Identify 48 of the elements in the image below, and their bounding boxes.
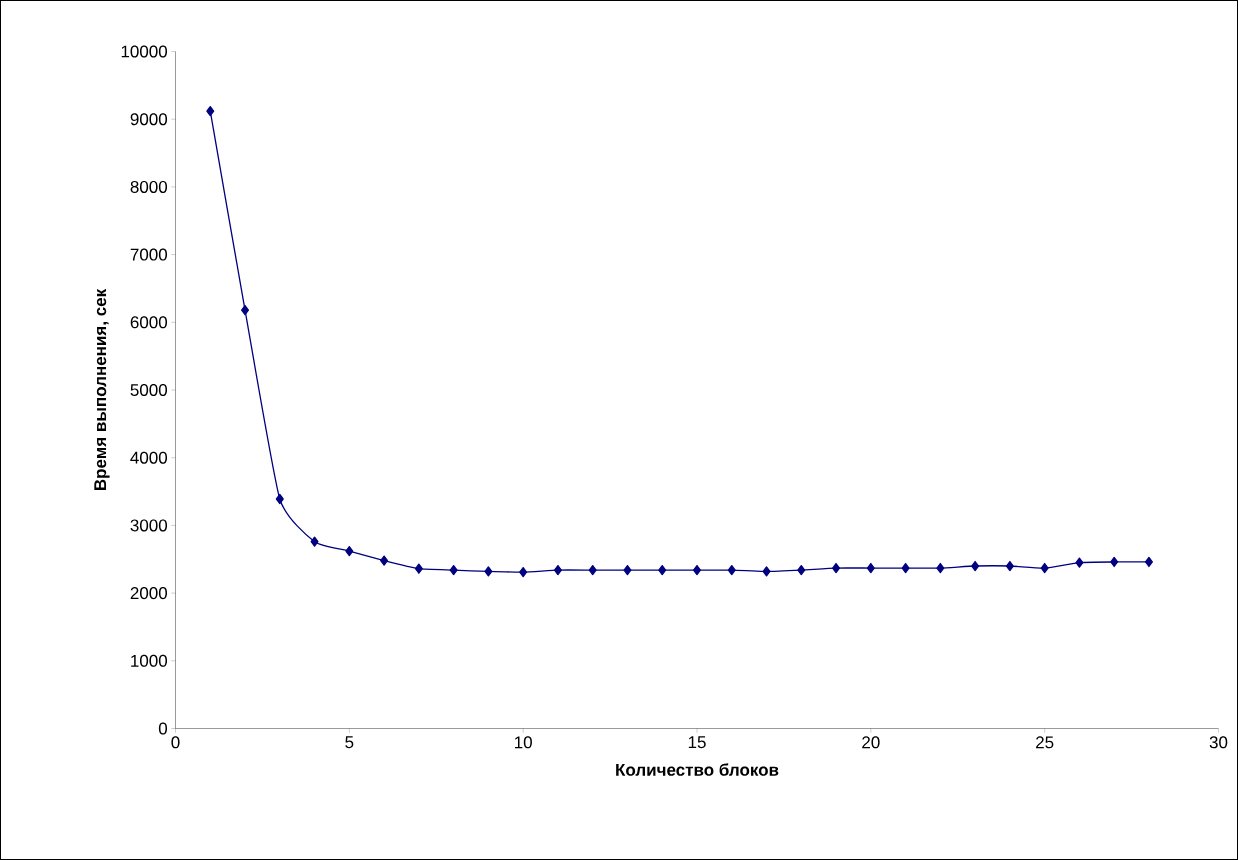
x-tick-label: 10 (515, 736, 532, 749)
point (866, 562, 875, 574)
point (1040, 562, 1049, 574)
y-tick-label: 1000 (131, 654, 168, 667)
y-tick-label: 2000 (130, 587, 168, 600)
point (658, 564, 667, 576)
x-tick-label: 25 (1036, 736, 1054, 749)
point (727, 564, 736, 576)
point (449, 564, 458, 576)
point (380, 555, 389, 566)
point (241, 304, 250, 316)
point (797, 564, 806, 576)
point (762, 566, 771, 577)
y-tick-label: 8000 (130, 180, 168, 193)
point (588, 564, 597, 576)
point (345, 545, 354, 557)
point (832, 562, 841, 574)
point (1075, 557, 1084, 568)
y-tick-label: 3000 (130, 519, 168, 532)
y-axis-title: Время выполнения, сек (94, 288, 110, 491)
point (692, 564, 702, 576)
point (206, 105, 215, 117)
x-tick-label: 15 (688, 736, 706, 749)
x-tick-label: 20 (862, 736, 880, 749)
point (414, 563, 423, 574)
point (1144, 556, 1153, 568)
point (623, 564, 632, 576)
point (971, 560, 980, 572)
y-tick-label: 0 (158, 722, 168, 735)
point (519, 566, 528, 578)
x-tick-label: 5 (345, 736, 354, 749)
y-tick-label: 9000 (130, 113, 168, 126)
point (936, 562, 945, 574)
point (310, 536, 319, 547)
x-tick-label: 30 (1209, 736, 1228, 749)
y-tick-label: 10000 (121, 45, 168, 58)
point (1005, 560, 1014, 572)
y-tick-label: 6000 (130, 316, 168, 329)
point (1110, 556, 1119, 568)
x-tick-label: 0 (171, 736, 180, 749)
x-axis-title: Количество блоков (616, 763, 779, 776)
y-tick-label: 5000 (130, 383, 168, 397)
point (484, 566, 493, 577)
point (275, 493, 284, 505)
point (553, 564, 562, 576)
y-tick-label: 7000 (130, 248, 168, 261)
point (901, 562, 910, 574)
y-tick-label: 4000 (130, 451, 168, 464)
